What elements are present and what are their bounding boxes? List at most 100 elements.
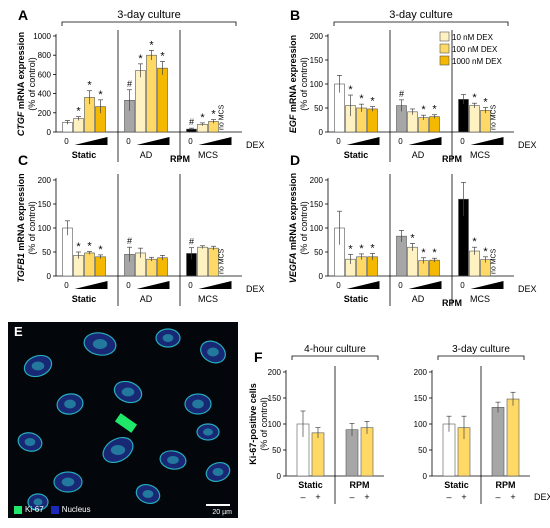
significance-hash: #: [189, 237, 194, 247]
no-mcs-note: no MCS: [491, 104, 498, 130]
dex-gradient-wedge: [198, 137, 232, 145]
y-tick-label: 100: [414, 420, 428, 429]
bar: [429, 116, 440, 133]
group-label: MCS: [198, 294, 218, 304]
dex-tick-label: –: [495, 492, 500, 502]
y-tick-label: 150: [38, 200, 52, 209]
ki67-speckle: [92, 339, 108, 349]
panel-label-e: E: [14, 324, 23, 339]
ki67-speckle: [203, 428, 213, 436]
y-axis-sublabel: (% of control): [27, 57, 37, 111]
significance-hash: #: [189, 117, 194, 127]
ki67-speckle: [162, 333, 174, 343]
dex-axis-label: DEX: [518, 140, 537, 150]
bar: [360, 427, 374, 477]
bar: [407, 246, 418, 277]
significance-star: *: [370, 96, 375, 108]
dex-zero-label: 0: [126, 137, 131, 146]
chart-title: 3-day culture: [389, 9, 453, 21]
legend-swatch: [439, 31, 450, 42]
significance-star: *: [472, 236, 477, 248]
significance-hash: #: [127, 236, 132, 246]
group-label: RPM: [496, 480, 516, 490]
y-axis-sublabel: (% of control): [299, 57, 309, 111]
group-label: Static: [444, 480, 469, 490]
bar: [480, 110, 491, 133]
y-axis-sublabel: (% of control): [299, 201, 309, 255]
legend-swatch: [439, 43, 450, 54]
y-tick-label: 150: [414, 394, 428, 403]
significance-star: *: [421, 104, 426, 116]
significance-star: *: [98, 244, 103, 256]
y-tick-label: 0: [423, 472, 428, 481]
y-tick-label: 100: [310, 224, 324, 233]
y-axis-label: VEGFA mRNA expression: [288, 173, 298, 283]
gene-name: EGF: [288, 114, 298, 133]
dex-zero-label: 0: [336, 281, 341, 290]
no-mcs-note: no MCS: [219, 248, 226, 274]
ki67-speckle: [31, 361, 45, 371]
significance-star: *: [138, 53, 143, 65]
dex-tick-label: +: [315, 492, 320, 502]
gene-name: VEGFA: [288, 253, 298, 284]
y-tick-label: 150: [310, 56, 324, 65]
ki67-speckle: [24, 437, 36, 447]
bar: [135, 70, 146, 133]
legend-label: 100 nM DEX: [452, 45, 498, 54]
dex-gradient-wedge: [198, 281, 232, 289]
dex-gradient-wedge: [74, 281, 108, 289]
panel-label: A: [18, 7, 28, 23]
ki67-speckle: [33, 498, 43, 506]
y-tick-label: 600: [38, 70, 52, 79]
legend-label: 1000 nM DEX: [452, 57, 502, 66]
y-axis-label-rest: mRNA expression: [288, 173, 298, 253]
significance-star: *: [370, 242, 375, 254]
y-tick-label: 400: [38, 90, 52, 99]
dex-gradient-wedge: [136, 281, 170, 289]
dex-zero-label: 0: [336, 137, 341, 146]
y-tick-label: 50: [272, 446, 281, 455]
bar: [407, 111, 418, 133]
panel-label: C: [18, 152, 28, 168]
rpm-label: RPM: [170, 154, 190, 164]
dex-tick-label: –: [300, 492, 305, 502]
significance-star: *: [87, 241, 92, 253]
gene-name: CTGF: [16, 111, 26, 136]
group-label: AD: [140, 150, 153, 160]
chart-c: C 0 50 100 150 200 TGFB1 mRNA expression (% of …: [16, 152, 265, 306]
y-axis-label: CTGF mRNA expression: [16, 32, 26, 136]
group-label: MCS: [198, 150, 218, 160]
dex-axis-label: DEX: [246, 140, 265, 150]
ki67-speckle: [167, 455, 179, 465]
ki67-swatch: [14, 505, 22, 514]
chart-f1: F 4-hour culture 0 50 100 150 200 Ki-67-positiv…: [248, 344, 384, 504]
y-tick-label: 200: [310, 176, 324, 185]
y-tick-label: 1000: [33, 32, 51, 41]
y-tick-label: 0: [47, 272, 52, 281]
significance-star: *: [211, 109, 216, 121]
dex-gradient-wedge: [346, 281, 380, 289]
bar: [311, 432, 325, 477]
ki67-speckle: [207, 347, 219, 357]
cell-nuclei-image: [17, 328, 231, 511]
group-label: MCS: [470, 150, 490, 160]
significance-star: *: [432, 247, 437, 259]
significance-hash: #: [127, 79, 132, 89]
nucleus-swatch: [50, 505, 59, 514]
scale-bar-label: 20 µm: [212, 509, 232, 516]
dex-gradient-wedge: [136, 137, 170, 145]
significance-star: *: [483, 97, 488, 109]
bar: [345, 429, 359, 477]
significance-star: *: [76, 106, 81, 118]
bar: [95, 256, 106, 277]
significance-star: *: [410, 232, 415, 244]
significance-star: *: [149, 39, 154, 51]
y-tick-label: 100: [310, 80, 324, 89]
y-tick-label: 150: [310, 200, 324, 209]
scale-bar: [206, 504, 230, 506]
dex-zero-label: 0: [460, 281, 465, 290]
y-axis-label-rest: mRNA expression: [16, 32, 26, 112]
significance-star: *: [98, 89, 103, 101]
y-tick-label: 100: [268, 420, 282, 429]
